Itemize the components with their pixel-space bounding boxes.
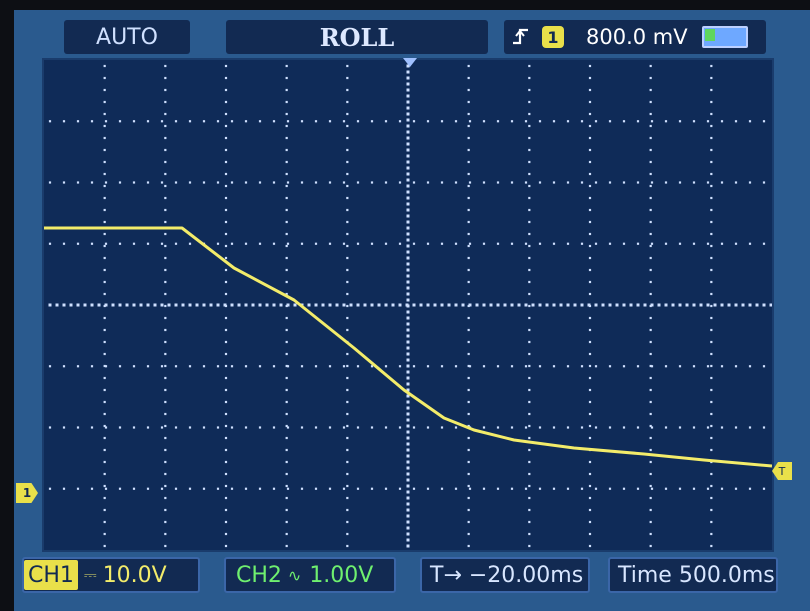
timebase-box[interactable]: Time 500.0ms bbox=[608, 557, 778, 593]
waveform-display bbox=[42, 58, 774, 552]
ch1-trace bbox=[44, 226, 772, 468]
ch2-label: CH2 bbox=[236, 562, 282, 588]
dc-coupling-icon: ⎓ bbox=[83, 565, 97, 584]
graticule bbox=[44, 64, 772, 548]
ch2-scale-value: 1.00V bbox=[309, 562, 374, 588]
ch1-label: CH1 bbox=[24, 560, 78, 590]
trigger-source-badge: 1 bbox=[542, 26, 564, 48]
battery-icon bbox=[701, 26, 748, 48]
trigger-mode-status[interactable]: AUTO bbox=[64, 20, 190, 54]
acquisition-mode-status[interactable]: ROLL bbox=[226, 20, 488, 54]
trigger-level-marker[interactable]: T bbox=[772, 462, 792, 480]
trigger-position-marker bbox=[403, 58, 417, 67]
trigger-level-value: 800.0 mV bbox=[586, 25, 688, 49]
bezel-left bbox=[0, 0, 14, 611]
trigger-status[interactable]: 1 800.0 mV bbox=[504, 20, 766, 54]
ch1-scale-box[interactable]: CH1 ⎓ 10.0V bbox=[22, 557, 200, 593]
rising-edge-icon bbox=[510, 26, 532, 48]
ch1-ground-marker[interactable]: 1 bbox=[16, 483, 38, 503]
ch2-scale-box[interactable]: CH2 ∿ 1.00V bbox=[224, 557, 396, 593]
ch1-scale-value: 10.0V bbox=[102, 562, 167, 588]
trigger-offset-box[interactable]: T→ −20.00ms bbox=[420, 557, 590, 593]
ac-coupling-icon: ∿ bbox=[287, 565, 302, 585]
bezel-top bbox=[0, 0, 810, 10]
